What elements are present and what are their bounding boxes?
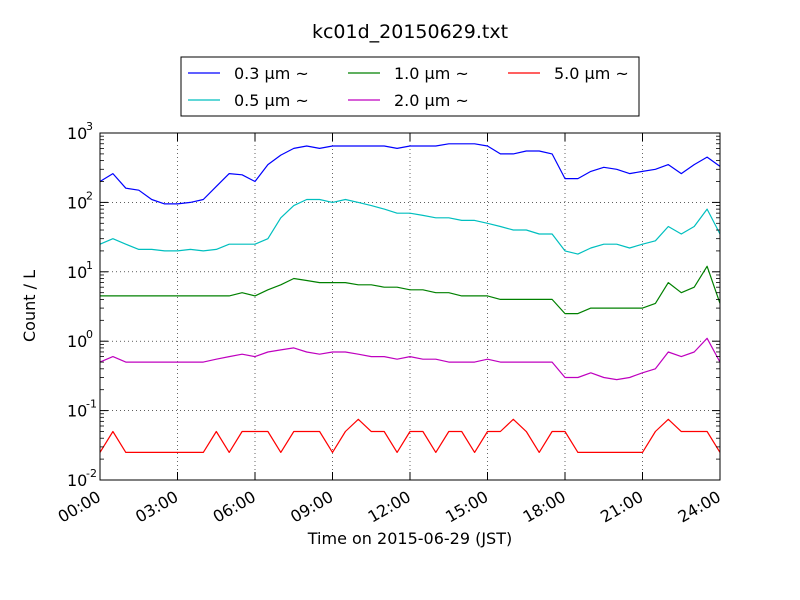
y-tick-exponent: -1 [86,398,97,411]
y-tick-label: 10-2 [67,467,97,490]
y-tick-base: 10 [67,402,87,421]
series-line [100,265,721,315]
legend-items: 0.3 μm ~ 0.5 μm ~ 1.0 μm ~ 2.0 μm ~ 5.0 μm ~ [188,64,629,110]
legend-label: 0.5 μm ~ [234,91,309,110]
legend: 0.3 μm ~ 0.5 μm ~ 1.0 μm ~ 2.0 μm ~ 5.0 μm ~ [180,56,640,117]
y-tick-label: 101 [67,259,93,282]
y-tick-label: 102 [67,189,93,212]
y-tick-base: 10 [67,332,87,351]
y-tick-exponent: 1 [86,259,93,272]
y-tick-base: 10 [67,471,87,490]
plot-background [100,133,720,480]
y-tick-exponent: -2 [86,467,97,480]
y-tick-base: 10 [67,124,87,143]
y-tick-base: 10 [67,263,87,282]
y-tick-label: 100 [67,328,93,351]
y-tick-exponent: 3 [86,120,93,133]
y-tick-exponent: 0 [86,328,93,341]
legend-label: 2.0 μm ~ [394,91,469,110]
y-axis-label: Count / L [20,270,39,342]
grid-lines [100,133,720,480]
y-tick-base: 10 [67,193,87,212]
legend-item: 0.5 μm ~ [188,91,309,110]
series-line [99,337,721,381]
y-tick-exponent: 2 [86,189,93,202]
legend-label: 5.0 μm ~ [554,64,629,83]
plot-area [99,132,721,481]
series-line [99,418,721,453]
legend-box [180,56,640,117]
series-line [99,143,721,205]
legend-item: 5.0 μm ~ [508,64,629,83]
chart-title: kc01d_20150629.txt [312,21,508,43]
series-line [99,198,721,255]
x-axis-label: Time on 2015-06-29 (JST) [307,529,512,548]
legend-item: 2.0 μm ~ [348,91,469,110]
legend-item: 1.0 μm ~ [348,64,469,83]
legend-item: 0.3 μm ~ [188,64,309,83]
legend-label: 0.3 μm ~ [234,64,309,83]
legend-label: 1.0 μm ~ [394,64,469,83]
y-tick-label: 10-1 [67,398,97,421]
series-lines [99,143,721,453]
y-tick-label: 103 [67,120,93,143]
plot-frame [99,132,721,481]
